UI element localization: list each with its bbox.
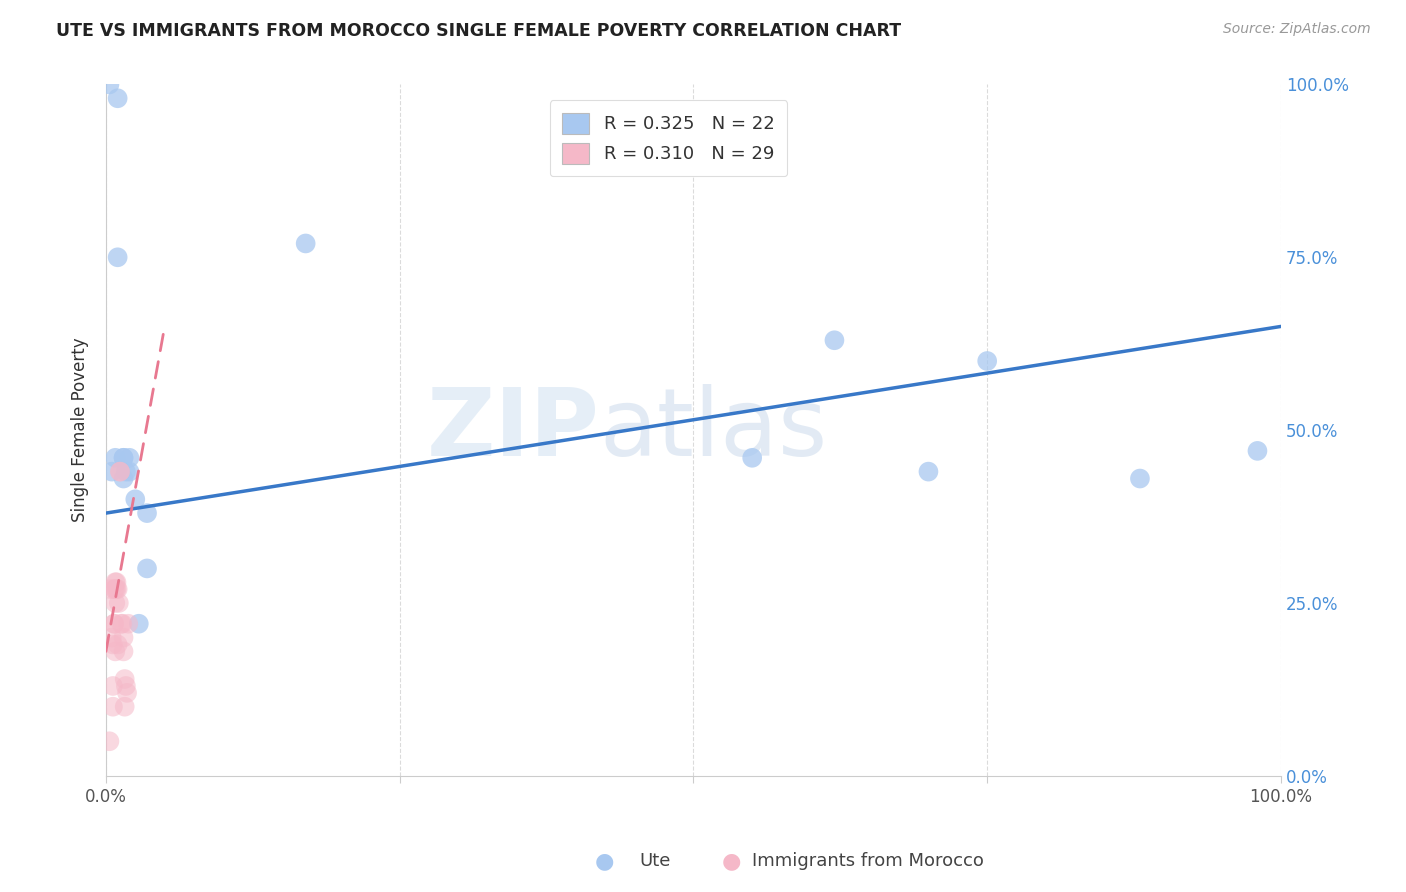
Point bbox=[917, 465, 939, 479]
Text: atlas: atlas bbox=[599, 384, 828, 476]
Text: ●: ● bbox=[721, 851, 741, 871]
Text: Source: ZipAtlas.com: Source: ZipAtlas.com bbox=[1223, 22, 1371, 37]
Point bbox=[118, 465, 141, 479]
Point bbox=[104, 582, 127, 596]
Point bbox=[105, 582, 128, 596]
Legend: R = 0.325   N = 22, R = 0.310   N = 29: R = 0.325 N = 22, R = 0.310 N = 29 bbox=[550, 101, 787, 177]
Point bbox=[823, 333, 845, 347]
Point bbox=[741, 450, 763, 465]
Point bbox=[115, 686, 138, 700]
Point bbox=[104, 644, 127, 658]
Point bbox=[98, 78, 121, 92]
Point bbox=[104, 450, 127, 465]
Point bbox=[103, 616, 125, 631]
Point bbox=[101, 631, 124, 645]
Point bbox=[136, 506, 159, 520]
Point bbox=[118, 450, 141, 465]
Text: Immigrants from Morocco: Immigrants from Morocco bbox=[752, 852, 984, 870]
Point bbox=[976, 354, 998, 368]
Point bbox=[108, 596, 131, 610]
Point bbox=[108, 465, 131, 479]
Point bbox=[124, 492, 146, 507]
Y-axis label: Single Female Poverty: Single Female Poverty bbox=[72, 338, 89, 523]
Point bbox=[114, 699, 136, 714]
Point bbox=[98, 734, 121, 748]
Point bbox=[128, 616, 150, 631]
Point bbox=[100, 582, 122, 596]
Point bbox=[112, 471, 135, 485]
Point bbox=[103, 582, 125, 596]
Point bbox=[112, 631, 135, 645]
Point bbox=[136, 561, 159, 575]
Point bbox=[112, 644, 135, 658]
Point bbox=[105, 575, 128, 590]
Point bbox=[111, 616, 134, 631]
Point bbox=[114, 672, 136, 686]
Point bbox=[107, 91, 129, 105]
Point bbox=[101, 465, 124, 479]
Point bbox=[115, 465, 138, 479]
Text: ●: ● bbox=[595, 851, 614, 871]
Point bbox=[1246, 443, 1268, 458]
Point bbox=[115, 679, 138, 693]
Point bbox=[104, 575, 127, 590]
Point bbox=[294, 236, 316, 251]
Point bbox=[112, 450, 135, 465]
Point bbox=[112, 450, 135, 465]
Point bbox=[107, 582, 129, 596]
Point bbox=[117, 616, 139, 631]
Point bbox=[104, 596, 127, 610]
Point bbox=[108, 465, 131, 479]
Point bbox=[101, 637, 124, 651]
Point bbox=[101, 679, 124, 693]
Point bbox=[1129, 471, 1152, 485]
Point bbox=[101, 699, 124, 714]
Point bbox=[107, 637, 129, 651]
Text: Ute: Ute bbox=[640, 852, 671, 870]
Point bbox=[103, 616, 125, 631]
Point bbox=[107, 250, 129, 264]
Point bbox=[110, 616, 132, 631]
Text: ZIP: ZIP bbox=[426, 384, 599, 476]
Text: UTE VS IMMIGRANTS FROM MOROCCO SINGLE FEMALE POVERTY CORRELATION CHART: UTE VS IMMIGRANTS FROM MOROCCO SINGLE FE… bbox=[56, 22, 901, 40]
